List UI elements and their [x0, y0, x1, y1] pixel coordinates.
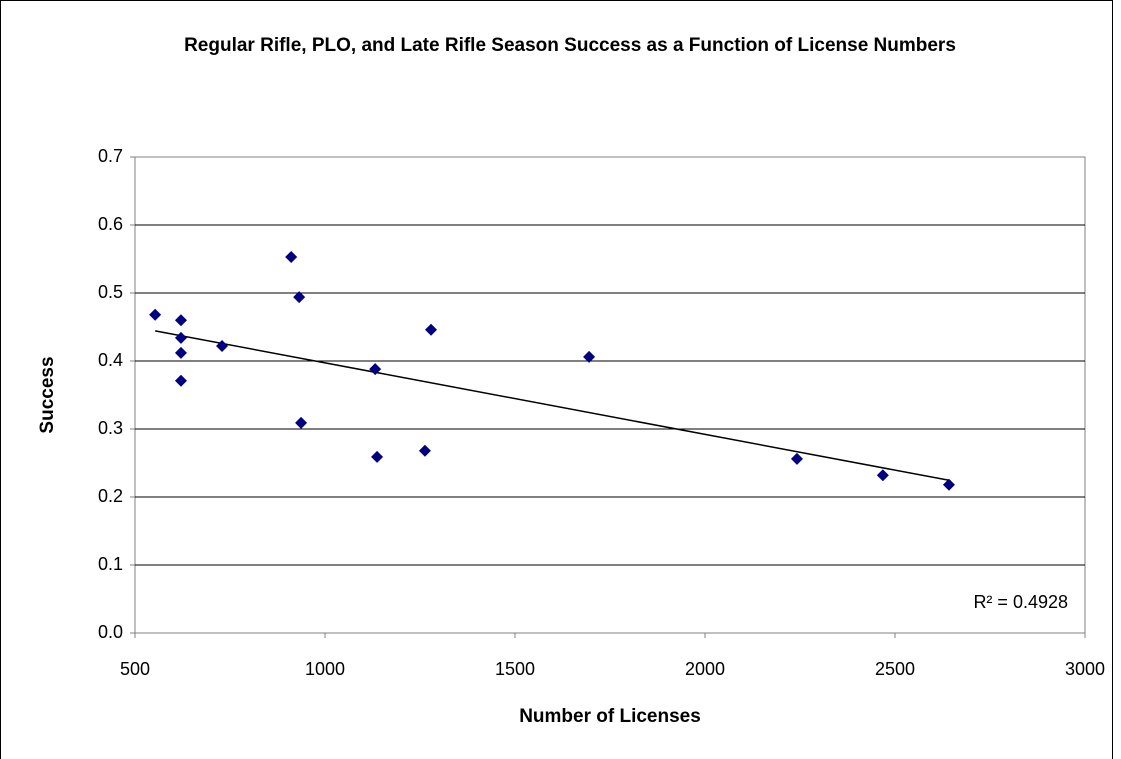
x-tick-label: 2500	[875, 659, 915, 679]
point	[876, 469, 889, 482]
point	[174, 346, 187, 359]
point	[371, 450, 384, 463]
point	[216, 340, 229, 353]
y-tick-label: 0.7	[98, 146, 123, 166]
x-tick-label: 500	[120, 659, 150, 679]
x-tick-label: 3000	[1065, 659, 1105, 679]
trendline	[155, 330, 950, 482]
y-axis-label: Success	[37, 356, 58, 433]
point	[425, 323, 438, 336]
point	[285, 250, 298, 263]
point	[149, 308, 162, 321]
point	[174, 374, 187, 387]
chart-title: Regular Rifle, PLO, and Late Rifle Seaso…	[184, 35, 956, 56]
y-tick-label: 0.2	[98, 486, 123, 506]
y-tick-label: 0.4	[98, 350, 123, 370]
x-tick-label: 1000	[305, 659, 345, 679]
x-tick-label: 2000	[685, 659, 725, 679]
r-squared: R² = 0.4928	[973, 592, 1068, 612]
point	[942, 478, 955, 491]
y-tick-label: 0.5	[98, 282, 123, 302]
y-tick-label: 0.6	[98, 214, 123, 234]
point	[369, 363, 382, 376]
y-tick-label: 0.1	[98, 554, 123, 574]
plot-area	[134, 156, 1086, 634]
point	[293, 291, 306, 304]
point	[790, 452, 803, 465]
point	[583, 350, 596, 363]
point	[295, 416, 308, 429]
point	[174, 314, 187, 327]
y-tick-label: 0.0	[98, 622, 123, 642]
x-tick-label: 1500	[495, 659, 535, 679]
point	[174, 331, 187, 344]
y-tick-label: 0.3	[98, 418, 123, 438]
point	[418, 444, 431, 457]
x-axis-label: Number of Licenses	[519, 706, 701, 727]
